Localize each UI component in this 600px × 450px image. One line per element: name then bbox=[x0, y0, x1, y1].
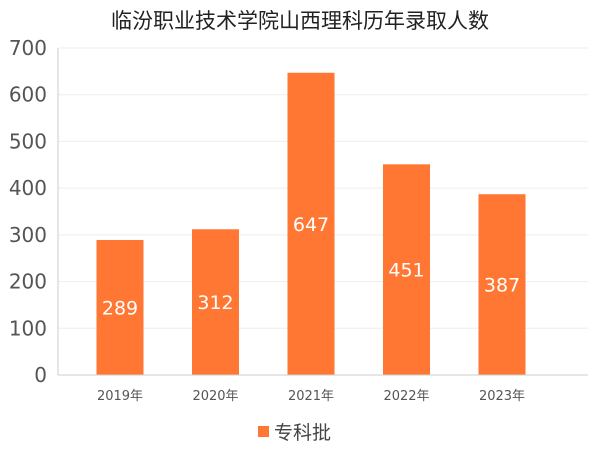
y-axis-ticks: 0 100 200 300 400 500 600 700 bbox=[9, 36, 47, 387]
bar[interactable] bbox=[383, 164, 430, 375]
bar-value-label: 451 bbox=[388, 260, 424, 282]
chart-title: 临汾职业技术学院山西理科历年录取人数 bbox=[111, 9, 489, 33]
bar[interactable] bbox=[96, 239, 144, 375]
y-tick-label: 100 bbox=[9, 316, 47, 340]
y-tick-label: 600 bbox=[9, 83, 47, 107]
x-tick-label: 2021年 bbox=[288, 389, 334, 404]
x-tick-label: 2019年 bbox=[97, 389, 143, 404]
legend[interactable]: 专科批 bbox=[258, 422, 331, 444]
legend-swatch bbox=[258, 426, 269, 437]
y-tick-label: 400 bbox=[9, 176, 47, 200]
y-tick-label: 300 bbox=[9, 223, 47, 247]
bar-value-label: 387 bbox=[484, 275, 520, 297]
y-tick-label: 500 bbox=[9, 129, 47, 153]
bar[interactable] bbox=[287, 72, 335, 375]
y-tick-label: 200 bbox=[9, 270, 47, 294]
bar[interactable] bbox=[478, 194, 526, 375]
bars: 289 312 647 451 387 bbox=[96, 72, 526, 375]
bar-value-label: 647 bbox=[293, 214, 329, 236]
bar[interactable] bbox=[192, 229, 239, 375]
y-tick-label: 0 bbox=[34, 363, 47, 387]
x-axis-ticks: 2019年 2020年 2021年 2022年 2023年 bbox=[97, 389, 525, 404]
y-tick-label: 700 bbox=[9, 36, 47, 60]
bar-value-label: 289 bbox=[102, 297, 138, 319]
x-tick-label: 2023年 bbox=[479, 389, 525, 404]
bar-value-label: 312 bbox=[197, 292, 233, 314]
legend-label: 专科批 bbox=[274, 422, 331, 444]
x-tick-label: 2022年 bbox=[383, 389, 429, 404]
x-tick-label: 2020年 bbox=[192, 389, 238, 404]
